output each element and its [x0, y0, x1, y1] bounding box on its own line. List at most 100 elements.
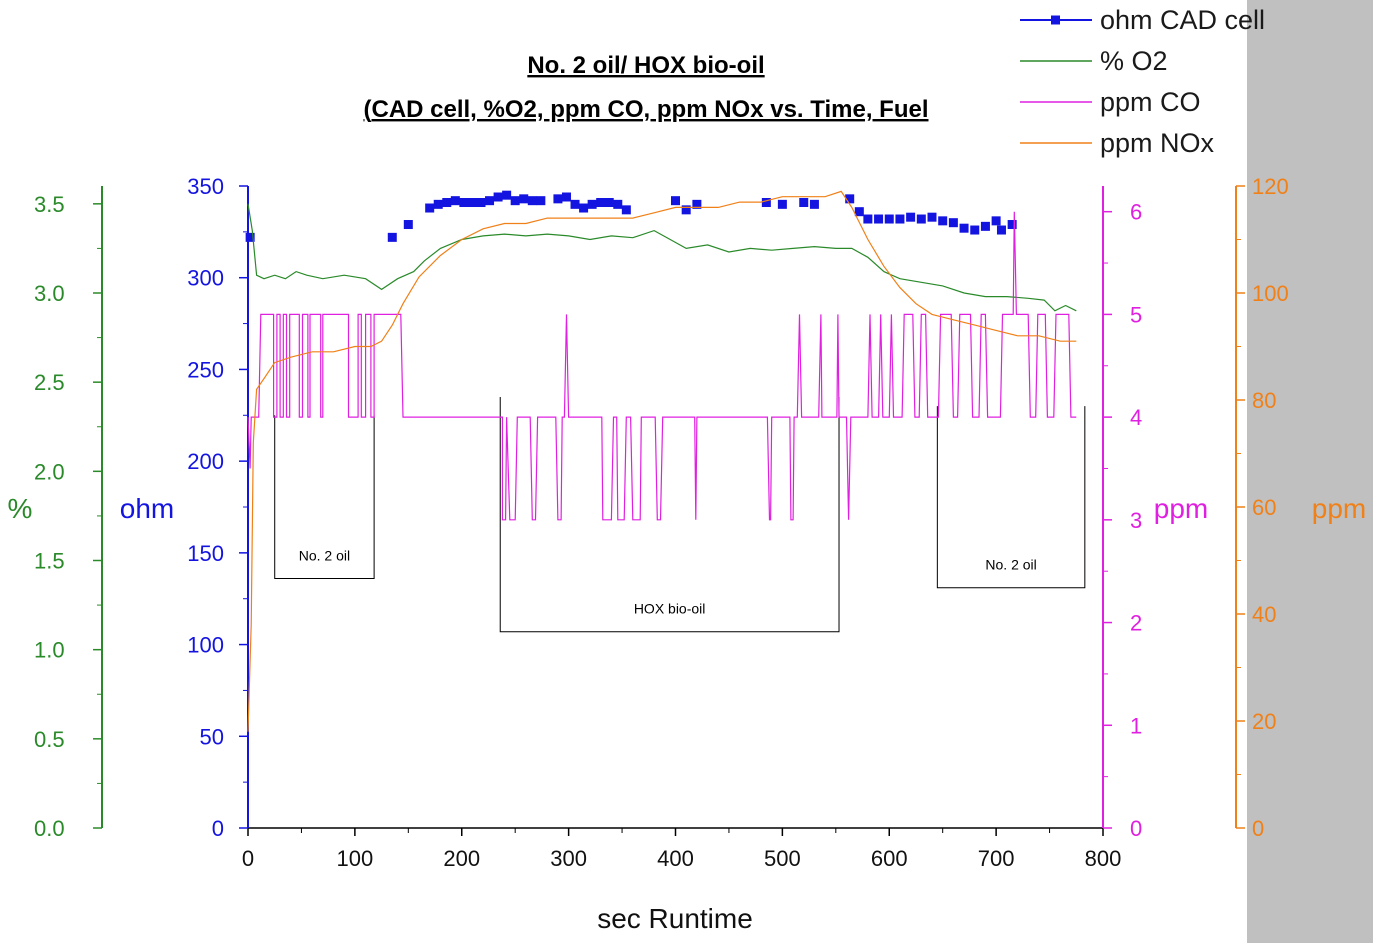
x-tick-label: 400 — [657, 846, 694, 871]
nox-tick-label: 40 — [1252, 602, 1276, 627]
nox-axis-title: ppm — [1312, 493, 1366, 524]
co-tick-label: 1 — [1130, 713, 1142, 738]
legend-entry: ppm NOx — [1020, 128, 1215, 158]
x-tick-label: 100 — [337, 846, 374, 871]
co-tick-label: 4 — [1130, 405, 1142, 430]
right-gray-panel — [1247, 0, 1373, 943]
pct-tick-label: 2.5 — [34, 370, 65, 395]
data-point — [502, 190, 512, 200]
legend-entry: ppm CO — [1020, 87, 1201, 117]
co-tick-label: 3 — [1130, 508, 1142, 533]
pct-tick-label: 2.0 — [34, 459, 65, 484]
bracket-line — [274, 415, 375, 580]
ohm-axis-title: ohm — [120, 493, 174, 524]
data-point — [527, 196, 537, 206]
data-point — [809, 199, 819, 209]
ohm-tick-label: 200 — [187, 449, 224, 474]
data-point — [845, 194, 855, 204]
data-point — [245, 232, 255, 242]
x-tick-label: 0 — [242, 846, 254, 871]
series-pct — [247, 203, 1077, 312]
data-point — [948, 218, 958, 228]
series-layer — [245, 190, 1077, 732]
data-point — [493, 192, 503, 202]
x-tick-label: 500 — [764, 846, 801, 871]
data-point — [561, 192, 571, 202]
ohm-tick-label: 250 — [187, 357, 224, 382]
data-point — [906, 212, 916, 222]
pct-tick-label: 0.5 — [34, 727, 65, 752]
data-point — [970, 225, 980, 235]
data-point — [442, 198, 452, 208]
data-point — [991, 216, 1001, 226]
data-point — [980, 221, 990, 231]
data-point — [485, 196, 495, 206]
data-point — [959, 223, 969, 233]
data-point — [476, 198, 486, 208]
co-tick-label: 0 — [1130, 816, 1142, 841]
axes-layer: 0 100 200 300 400 500 600 700 8000.00.51.01.52.0… — [8, 174, 1367, 871]
nox-tick-label: 20 — [1252, 709, 1276, 734]
bracket-label: HOX bio-oil — [634, 601, 706, 617]
bracket-line — [499, 396, 840, 633]
data-point — [863, 214, 873, 224]
data-point — [927, 212, 937, 222]
nox-tick-label: 80 — [1252, 388, 1276, 413]
data-point — [799, 198, 809, 208]
data-point — [467, 198, 477, 208]
data-point — [387, 232, 397, 242]
data-point — [996, 225, 1006, 235]
series-line — [247, 203, 1077, 312]
ohm-tick-label: 300 — [187, 266, 224, 291]
nox-tick-label: 0 — [1252, 816, 1264, 841]
co-tick-label: 6 — [1130, 200, 1142, 225]
pct-tick-label: 0.0 — [34, 816, 65, 841]
series-line — [247, 211, 1077, 521]
ohm-tick-label: 50 — [200, 724, 224, 749]
legend: ohm CAD cell % O2 ppm CO ppm NOx — [1020, 5, 1265, 158]
pct-axis-title: % — [8, 493, 33, 524]
nox-tick-label: 120 — [1252, 174, 1289, 199]
nox-tick-label: 60 — [1252, 495, 1276, 520]
chart-title: No. 2 oil/ HOX bio-oil — [527, 52, 764, 79]
data-point — [587, 199, 597, 209]
data-point — [916, 214, 926, 224]
x-tick-label: 300 — [550, 846, 587, 871]
series-ohm — [245, 190, 1017, 242]
fuel-bracket-1: No. 2 oil — [274, 415, 375, 580]
data-point — [884, 214, 894, 224]
bracket-label: No. 2 oil — [299, 548, 350, 564]
data-point — [570, 199, 580, 209]
data-point — [613, 199, 623, 209]
data-point — [681, 205, 691, 215]
pct-tick-label: 3.5 — [34, 192, 65, 217]
data-point — [761, 198, 771, 208]
data-point — [671, 196, 680, 206]
pct-tick-label: 1.5 — [34, 549, 65, 574]
data-point — [596, 198, 606, 208]
data-point — [604, 198, 614, 208]
pct-tick-label: 1.0 — [34, 638, 65, 663]
x-tick-label: 600 — [871, 846, 908, 871]
bracket-line — [936, 406, 1086, 589]
series-co — [247, 211, 1077, 521]
data-point — [579, 203, 589, 213]
data-point — [425, 203, 435, 213]
x-axis-title: sec Runtime — [597, 903, 753, 934]
data-point — [1007, 220, 1017, 230]
data-point — [403, 220, 413, 230]
fuel-bracket-3: No. 2 oil — [936, 406, 1086, 589]
data-point — [692, 199, 702, 209]
x-tick-label: 800 — [1085, 846, 1122, 871]
co-tick-label: 5 — [1130, 302, 1142, 327]
data-point — [433, 199, 443, 209]
x-tick-label: 700 — [978, 846, 1015, 871]
legend-label: ppm NOx — [1100, 128, 1215, 158]
data-point — [621, 205, 631, 215]
data-point — [459, 198, 469, 208]
data-point — [536, 196, 546, 206]
legend-entry: ohm CAD cell — [1020, 5, 1265, 35]
data-point — [519, 194, 529, 204]
bracket-label: No. 2 oil — [985, 557, 1036, 573]
